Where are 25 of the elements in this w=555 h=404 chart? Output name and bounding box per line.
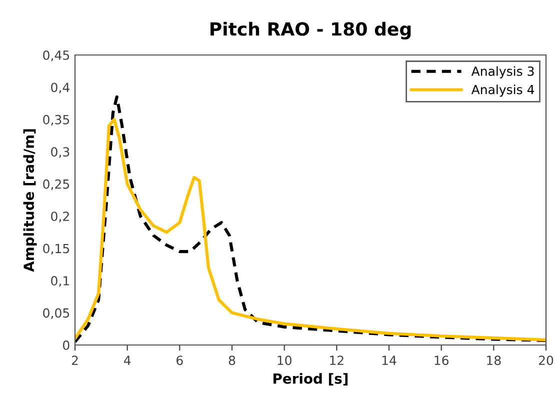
y-axis-title: Amplitude [rad/m] bbox=[23, 129, 37, 272]
chart-title: Pitch RAO - 180 deg bbox=[210, 22, 411, 40]
y-tick-label: 0,3 bbox=[51, 147, 70, 158]
y-tick-label: 0,35 bbox=[43, 114, 70, 126]
x-tick-label: 6 bbox=[176, 356, 183, 366]
legend-label: Analysis 4 bbox=[471, 84, 534, 97]
y-tick-label: 0,25 bbox=[43, 179, 70, 190]
x-tick-label: 4 bbox=[124, 356, 131, 365]
y-tick-label: 0,15 bbox=[43, 244, 70, 255]
x-tick-label: 2 bbox=[72, 356, 78, 365]
x-tick-label: 20 bbox=[538, 356, 554, 366]
x-axis-title: Period [s] bbox=[274, 373, 348, 386]
x-tick-label: 10 bbox=[278, 356, 292, 366]
x-tick-label: 14 bbox=[382, 356, 396, 365]
x-tick-label: 18 bbox=[487, 356, 501, 366]
x-tick-label: 8 bbox=[228, 356, 236, 366]
y-tick-label: 0,45 bbox=[43, 50, 70, 62]
y-tick-label: 0 bbox=[63, 340, 70, 350]
legend-label: Analysis 3 bbox=[471, 66, 534, 78]
x-tick-label: 12 bbox=[330, 356, 344, 365]
y-tick-label: 0,2 bbox=[51, 212, 69, 222]
y-tick-label: 0,1 bbox=[51, 276, 69, 287]
y-tick-label: 0,05 bbox=[43, 308, 70, 319]
x-tick-label: 16 bbox=[434, 356, 448, 366]
y-tick-label: 0,4 bbox=[51, 82, 70, 94]
